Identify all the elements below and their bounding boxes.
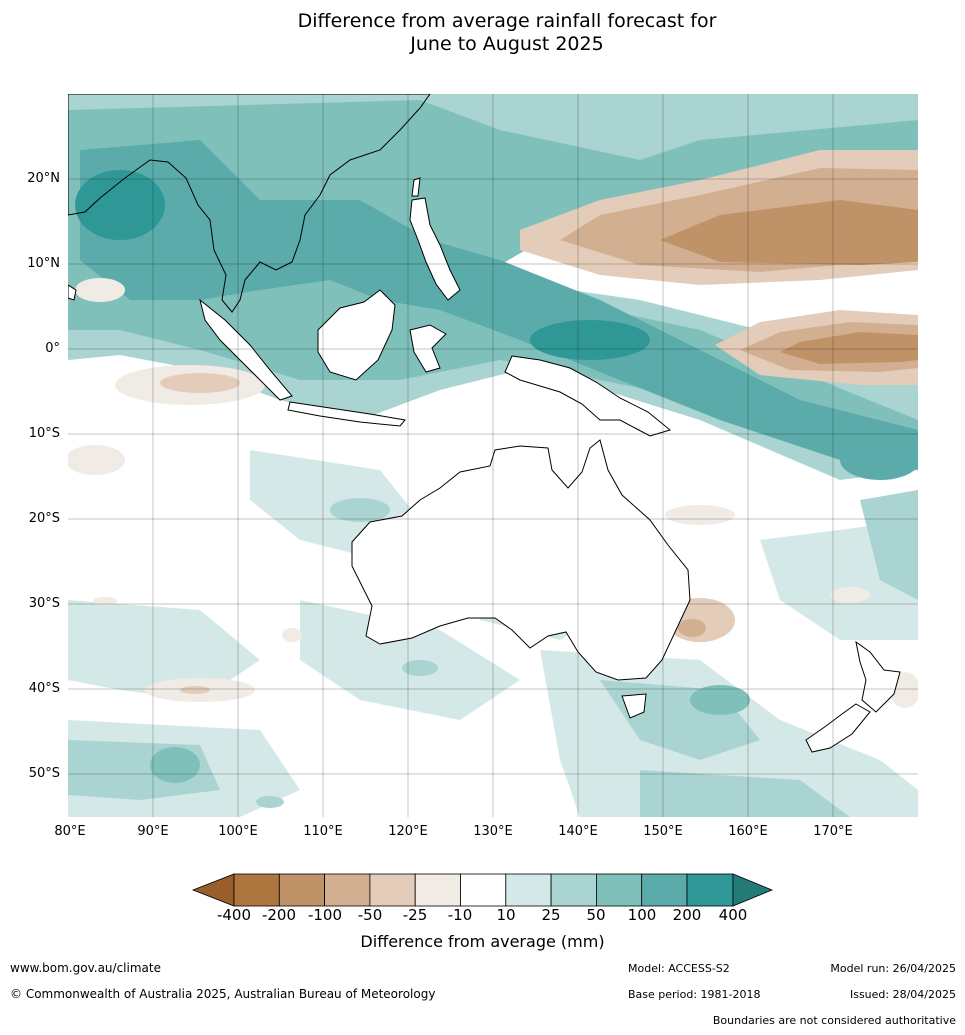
colorbar-bin <box>233 873 280 907</box>
colorbar-tick: 25 <box>541 906 561 924</box>
copyright-text: © Commonwealth of Australia 2025, Austra… <box>10 987 436 1001</box>
taiwan <box>411 177 421 197</box>
lon-label-110e: 110°E <box>303 824 343 839</box>
colorbar-bin <box>505 873 552 907</box>
colorbar-bin <box>686 873 734 907</box>
graticule <box>68 94 918 817</box>
colorbar-bin <box>550 873 597 907</box>
lat-label-40s: 40°S <box>28 681 60 696</box>
lat-label-30s: 30°S <box>28 596 60 611</box>
new-guinea <box>504 355 672 437</box>
colorbar-bin <box>460 873 507 907</box>
colorbar-tick: -10 <box>447 906 473 924</box>
java <box>287 401 406 427</box>
colorbar-extend-high <box>732 873 774 907</box>
colorbar-tick: -25 <box>402 906 428 924</box>
new-zealand-north <box>855 640 901 713</box>
wet-region-core <box>80 140 918 470</box>
borneo <box>317 289 396 381</box>
colorbar-bin <box>324 873 371 907</box>
issued-date: Issued: 28/04/2025 <box>849 988 956 1001</box>
colorbar-tick: -50 <box>357 906 383 924</box>
colorbar-bin <box>641 873 688 907</box>
title-line-2: June to August 2025 <box>410 33 604 55</box>
boundaries-disclaimer: Boundaries are not considered authoritat… <box>712 1014 956 1027</box>
model-name: Model: ACCESS-S2 <box>628 962 730 975</box>
philippines <box>409 197 461 301</box>
colorbar-label: Difference from average (mm) <box>360 932 605 951</box>
lat-label-10n: 10°N <box>27 256 60 271</box>
lon-label-120e: 120°E <box>388 824 428 839</box>
lon-label-160e: 160°E <box>728 824 768 839</box>
lat-label-50s: 50°S <box>28 766 60 781</box>
colorbar-tick: 100 <box>627 906 657 924</box>
colorbar-tick: -400 <box>216 906 252 924</box>
colorbar-bin <box>414 873 461 907</box>
sri-lanka <box>68 284 77 301</box>
colorbar-tick: 400 <box>718 906 748 924</box>
lon-label-140e: 140°E <box>558 824 598 839</box>
lon-label-150e: 150°E <box>643 824 683 839</box>
colorbar-tick: 10 <box>496 906 516 924</box>
colorbar-tick: 50 <box>586 906 606 924</box>
colorbar-tick: -100 <box>307 906 343 924</box>
lat-label-0: 0° <box>45 341 60 356</box>
anomaly-field <box>68 94 918 817</box>
lon-label-130e: 130°E <box>473 824 513 839</box>
colorbar <box>191 873 774 907</box>
colorbar-bin <box>369 873 416 907</box>
lon-label-100e: 100°E <box>218 824 258 839</box>
lon-label-80e: 80°E <box>54 824 86 839</box>
map-title: Difference from average rainfall forecas… <box>0 10 965 56</box>
colorbar-tick: -200 <box>261 906 297 924</box>
title-line-1: Difference from average rainfall forecas… <box>297 10 717 32</box>
colorbar-extend-low <box>191 873 235 907</box>
website-link[interactable]: www.bom.gov.au/climate <box>10 961 161 975</box>
lon-label-90e: 90°E <box>137 824 169 839</box>
tasmania <box>621 693 647 719</box>
lat-label-10s: 10°S <box>28 426 60 441</box>
lon-label-170e: 170°E <box>813 824 853 839</box>
sumatra <box>199 298 293 401</box>
lat-label-20s: 20°S <box>28 511 60 526</box>
new-zealand-south <box>805 703 871 753</box>
lat-label-20n: 20°N <box>27 171 60 186</box>
model-run-date: Model run: 26/04/2025 <box>830 962 956 975</box>
colorbar-bin <box>596 873 643 907</box>
mainland-asia <box>68 94 431 313</box>
colorbar-tick: 200 <box>672 906 702 924</box>
colorbar-bin <box>278 873 325 907</box>
australia-landmass <box>351 439 691 681</box>
base-period: Base period: 1981-2018 <box>628 988 761 1001</box>
sulawesi <box>409 324 447 373</box>
